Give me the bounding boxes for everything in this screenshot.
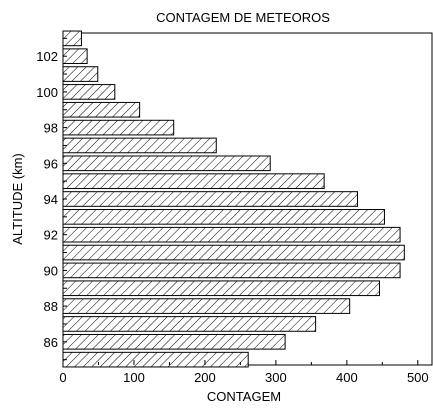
bar-altitude-87 xyxy=(62,316,317,332)
bar-altitude-92 xyxy=(62,226,401,243)
y-axis-title: ALTITUDE (km) xyxy=(10,153,25,244)
chart-title: CONTAGEM DE METEOROS xyxy=(156,10,330,25)
bar-altitude-100 xyxy=(62,84,116,100)
x-tick-label: 200 xyxy=(194,370,216,385)
bar-altitude-86 xyxy=(62,333,286,350)
x-axis-ticks: 0 100 200 300 400 500 xyxy=(59,360,429,385)
y-tick-label: 96 xyxy=(44,156,58,171)
bar-altitude-101 xyxy=(62,66,99,82)
bar-altitude-94 xyxy=(62,191,358,207)
y-tick-label: 94 xyxy=(44,192,58,207)
y-tick-label: 102 xyxy=(36,49,58,64)
y-tick-label: 90 xyxy=(44,263,58,278)
y-tick-label: 92 xyxy=(44,228,58,243)
bar-altitude-98 xyxy=(62,119,175,136)
y-axis-ticks: 86 88 90 92 94 96 98 100 102 xyxy=(36,37,67,361)
x-tick-label: 300 xyxy=(265,370,287,385)
y-tick-label: 100 xyxy=(36,85,58,100)
x-tick-label: 100 xyxy=(123,370,145,385)
bar-altitude-96 xyxy=(62,155,271,172)
plot-area: 0 100 200 300 400 500 86 88 90 92 94 96 98 100 102 xyxy=(36,30,433,385)
bar-altitude-99 xyxy=(62,101,141,118)
y-tick-label: 86 xyxy=(44,335,58,350)
bars-group xyxy=(62,30,405,368)
x-axis-title: CONTAGEM xyxy=(207,389,281,404)
x-tick-label: 0 xyxy=(59,370,66,385)
bar-altitude-89 xyxy=(62,280,380,297)
bar-altitude-90 xyxy=(62,262,401,279)
x-tick-label: 400 xyxy=(336,370,358,385)
y-tick-label: 88 xyxy=(44,299,58,314)
bar-altitude-85 xyxy=(62,351,249,368)
bar-altitude-88 xyxy=(62,298,351,314)
bar-altitude-97 xyxy=(62,137,217,154)
bar-altitude-95 xyxy=(62,173,325,189)
x-tick-label: 500 xyxy=(407,370,429,385)
y-tick-label: 98 xyxy=(44,121,58,136)
bar-altitude-93 xyxy=(62,209,385,225)
bar-altitude-91 xyxy=(62,244,405,261)
